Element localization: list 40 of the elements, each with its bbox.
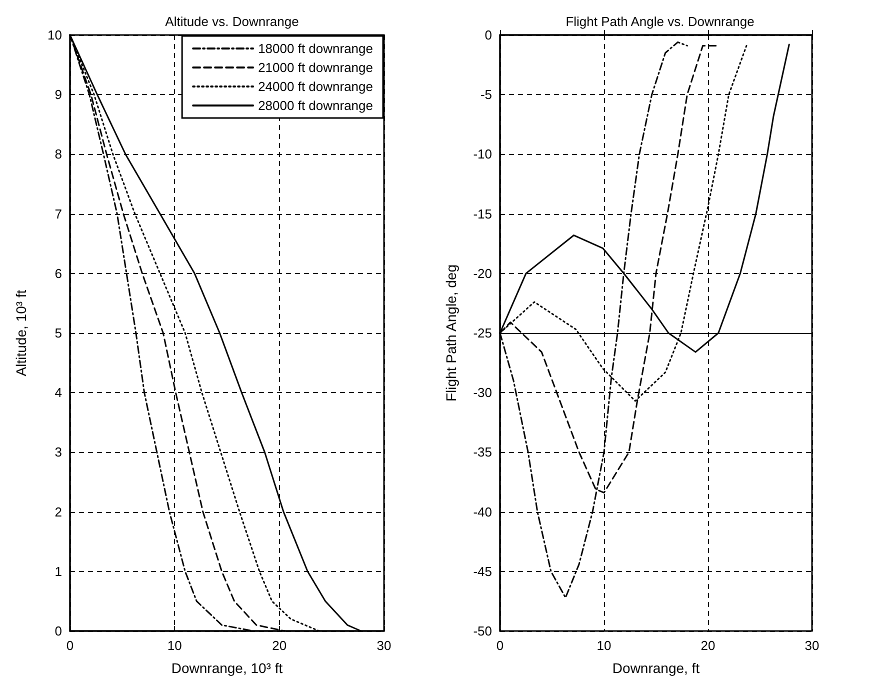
y-tick-label: 7: [54, 206, 62, 222]
y-tick-label: 6: [54, 266, 62, 281]
y-tick-label: -5: [480, 87, 492, 102]
y-tick-label: 5: [54, 326, 62, 340]
y-axis-title: Altitude, 10³ ft: [13, 290, 29, 376]
y-tick-label: -15: [473, 206, 492, 222]
y-tick-label: -10: [473, 146, 492, 162]
y-tick-label: 0: [54, 624, 62, 638]
x-tick-label: 10: [596, 638, 612, 653]
y-tick-label: 8: [54, 146, 62, 162]
x-tick-label: 0: [66, 638, 74, 653]
legend-label: 18000 ft downrange: [258, 41, 374, 56]
y-tick-label: 0: [484, 28, 492, 42]
y-tick-label: -50: [473, 624, 492, 638]
legend-label: 24000 ft downrange: [258, 79, 374, 94]
y-tick-label: 9: [54, 87, 62, 102]
y-tick-label: -30: [473, 385, 492, 400]
y-tick-label: -35: [473, 444, 492, 460]
y-tick-label: 1: [54, 564, 62, 579]
y-tick-label: -20: [473, 266, 492, 281]
x-tick-label: 30: [376, 638, 392, 653]
chart-title: Altitude vs. Downrange: [165, 14, 299, 29]
y-tick-label: -25: [473, 326, 492, 340]
x-tick-label: 10: [167, 638, 182, 653]
x-tick-label: 20: [700, 638, 716, 653]
legend-label: 21000 ft downrange: [258, 60, 374, 75]
y-tick-label: -40: [473, 504, 492, 520]
x-tick-label: 0: [496, 638, 504, 653]
y-tick-label: 2: [54, 504, 62, 520]
x-axis-title: Downrange, ft: [612, 660, 700, 676]
x-tick-label: 20: [272, 638, 287, 653]
y-tick-label: -45: [473, 564, 492, 579]
legend-label: 28000 ft downrange: [258, 98, 374, 113]
y-axis-title: Flight Path Angle, deg: [443, 264, 459, 402]
y-tick-label: 4: [54, 385, 62, 400]
y-tick-label: 3: [54, 444, 62, 460]
chart-title: Flight Path Angle vs. Downrange: [566, 14, 754, 29]
y-tick-label: 10: [48, 28, 62, 42]
x-axis-title: Downrange, 10³ ft: [171, 660, 283, 676]
x-tick-label: 30: [804, 638, 820, 653]
